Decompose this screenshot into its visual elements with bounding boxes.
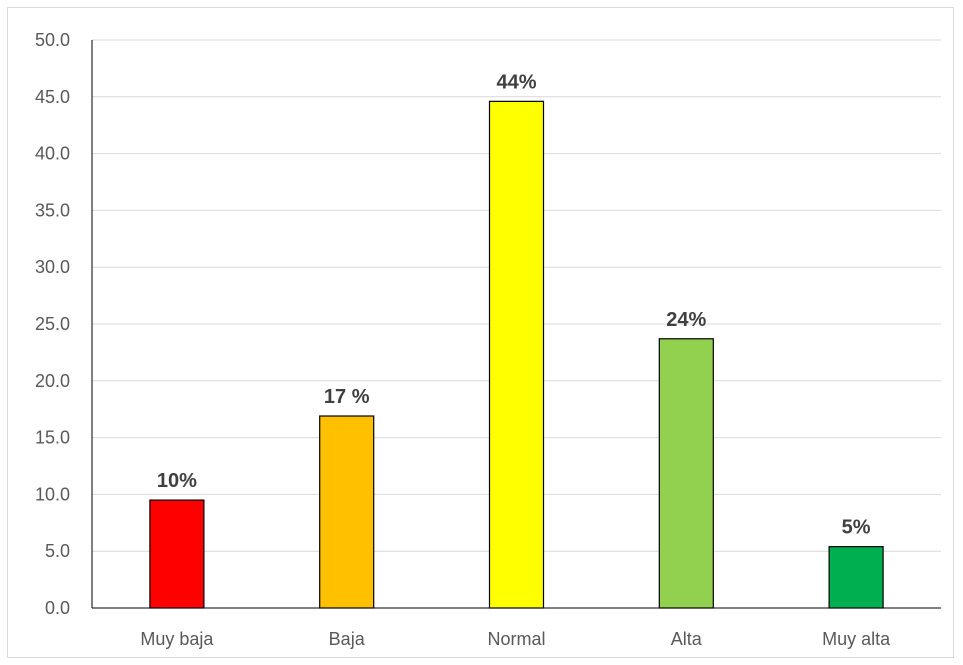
gridlines [92, 39, 941, 552]
category-label: Muy alta [822, 629, 891, 649]
bars [149, 100, 884, 609]
bar-baja [319, 415, 375, 609]
y-tick-label: 45.0 [35, 87, 70, 107]
y-tick-label: 35.0 [35, 200, 70, 220]
y-tick-label: 50.0 [35, 30, 70, 50]
y-tick-label: 0.0 [45, 598, 70, 618]
data-label: 44% [496, 71, 536, 93]
category-label: Alta [671, 629, 703, 649]
bar-normal [488, 100, 545, 609]
y-tick-label: 30.0 [35, 257, 70, 277]
x-axis-category-labels: Muy baja Baja Normal Alta Muy alta [140, 629, 891, 649]
bar-alta [658, 338, 714, 609]
category-label: Muy baja [140, 629, 214, 649]
data-label: 17 % [324, 386, 370, 408]
y-tick-label: 10.0 [35, 484, 70, 504]
bar-muy-baja [149, 499, 205, 609]
y-axis-tick-labels: 0.0 5.0 10.0 15.0 20.0 25.0 30.0 35.0 40.0 45.0 50… [35, 30, 70, 618]
data-labels: 10% 17 % 44% 24% 5% [157, 71, 871, 538]
data-label: 5% [842, 517, 871, 539]
y-tick-label: 15.0 [35, 428, 70, 448]
y-tick-label: 5.0 [45, 541, 70, 561]
y-tick-label: 25.0 [35, 314, 70, 334]
category-label: Baja [329, 629, 366, 649]
category-label: Normal [487, 629, 545, 649]
data-label: 10% [157, 470, 197, 492]
y-tick-label: 40.0 [35, 144, 70, 164]
data-label: 24% [666, 309, 706, 331]
bar-muy-alta [828, 546, 884, 609]
y-tick-label: 20.0 [35, 371, 70, 391]
